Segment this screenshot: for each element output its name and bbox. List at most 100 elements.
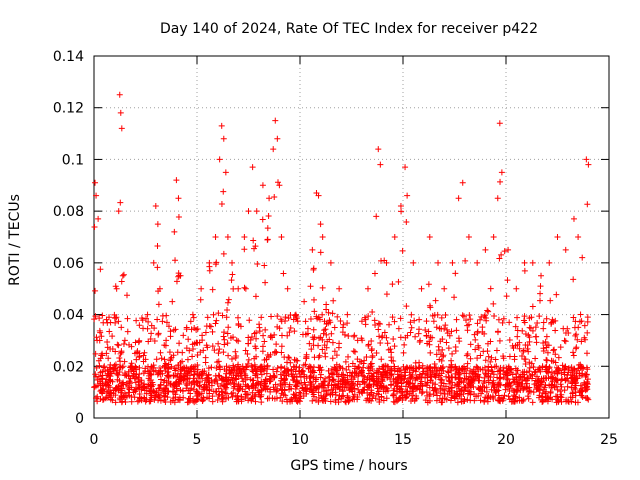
roti-sample-point [336,363,343,370]
roti-sample-point [521,267,528,274]
roti-sample-point [183,364,190,371]
roti-data-point [241,234,248,240]
roti-sample-point [224,340,231,347]
roti-sample-point [235,338,242,345]
roti-sample-point [402,334,409,341]
roti-sample-point [317,334,324,341]
roti-sample-point [379,333,386,340]
roti-sample-point [253,380,260,387]
roti-sample-point [264,362,271,369]
roti-sample-point [283,372,290,379]
roti-sample-point [241,246,248,253]
roti-data-point [98,376,105,383]
roti-sample-point [261,338,268,345]
roti-sample-point [302,386,309,393]
roti-sample-point [162,360,169,367]
x-tick-label: 15 [394,432,412,448]
roti-sample-point [391,365,398,372]
roti-sample-point [571,365,578,372]
roti-sample-point [149,365,156,372]
roti-sample-point [506,380,513,387]
roti-sample-point [476,316,483,323]
roti-sample-point [201,381,208,388]
roti-sample-point [543,315,550,322]
roti-sample-point [124,328,131,335]
roti-sample-point [217,383,224,390]
roti-sample-point [99,352,106,359]
roti-sample-point [163,319,170,326]
roti-sample-point [561,366,568,373]
roti-sample-point [267,378,274,385]
roti-sample-point [568,375,575,382]
roti-sample-point [249,389,256,396]
roti-sample-point [100,396,107,403]
roti-sample-point [538,378,545,385]
roti-sample-point [389,314,396,321]
roti-sample-point [542,338,549,345]
roti-sample-point [157,376,164,383]
roti-sample-point [175,214,182,221]
roti-sample-point [104,338,111,345]
roti-sample-point [254,261,261,268]
roti-sample-point [253,335,260,342]
roti-data-point [585,161,592,168]
roti-sample-point [314,315,321,322]
roti-sample-point [342,358,349,365]
roti-sample-point [285,315,292,322]
roti-sample-point [179,388,186,395]
roti-sample-point [121,394,128,401]
roti-sample-point [402,372,409,379]
roti-data-point [177,272,184,279]
roti-sample-point [106,328,113,335]
roti-sample-point [206,390,213,397]
roti-sample-point [184,382,191,389]
roti-sample-point [331,382,338,389]
roti-sample-point [401,341,408,348]
roti-data-point [156,285,163,292]
roti-sample-point [167,333,174,340]
roti-sample-point [422,327,429,334]
roti-sample-point [310,265,317,272]
roti-sample-point [243,363,250,370]
roti-sample-point [558,376,565,383]
roti-sample-point [302,385,309,392]
roti-sample-point [223,314,230,321]
roti-sample-point [415,364,422,371]
roti-sample-point [543,356,550,363]
roti-sample-point [179,358,186,365]
roti-sample-point [162,367,169,374]
roti-sample-point [506,319,513,326]
roti-sample-point [488,364,495,371]
roti-sample-point [431,312,438,319]
roti-sample-point [233,337,240,344]
roti-sample-point [516,373,523,380]
roti-sample-point [467,374,474,381]
roti-sample-point [259,348,266,355]
roti-sample-point [380,366,387,373]
roti-sample-point [341,374,348,381]
roti-sample-point [396,385,403,392]
roti-sample-point [317,374,324,381]
roti-sample-point [500,355,507,362]
roti-sample-point [412,377,419,384]
roti-sample-point [492,356,499,363]
roti-sample-point [524,375,531,382]
roti-sample-point [460,313,467,320]
roti-sample-point [206,379,213,386]
roti-sample-point [437,390,444,397]
roti-sample-point [292,368,299,375]
roti-sample-point [522,360,529,367]
roti-sample-point [182,380,189,387]
roti-sample-point [395,325,402,332]
roti-data-point [95,215,102,222]
roti-sample-point [384,340,391,347]
roti-sample-point [530,364,537,371]
roti-sample-point [397,315,404,322]
roti-sample-point [235,373,242,380]
plot-area [93,55,610,419]
roti-sample-point [252,372,259,379]
roti-sample-point [285,367,292,374]
roti-sample-point [504,376,511,383]
roti-sample-point [345,333,352,340]
roti-sample-point [483,388,490,395]
